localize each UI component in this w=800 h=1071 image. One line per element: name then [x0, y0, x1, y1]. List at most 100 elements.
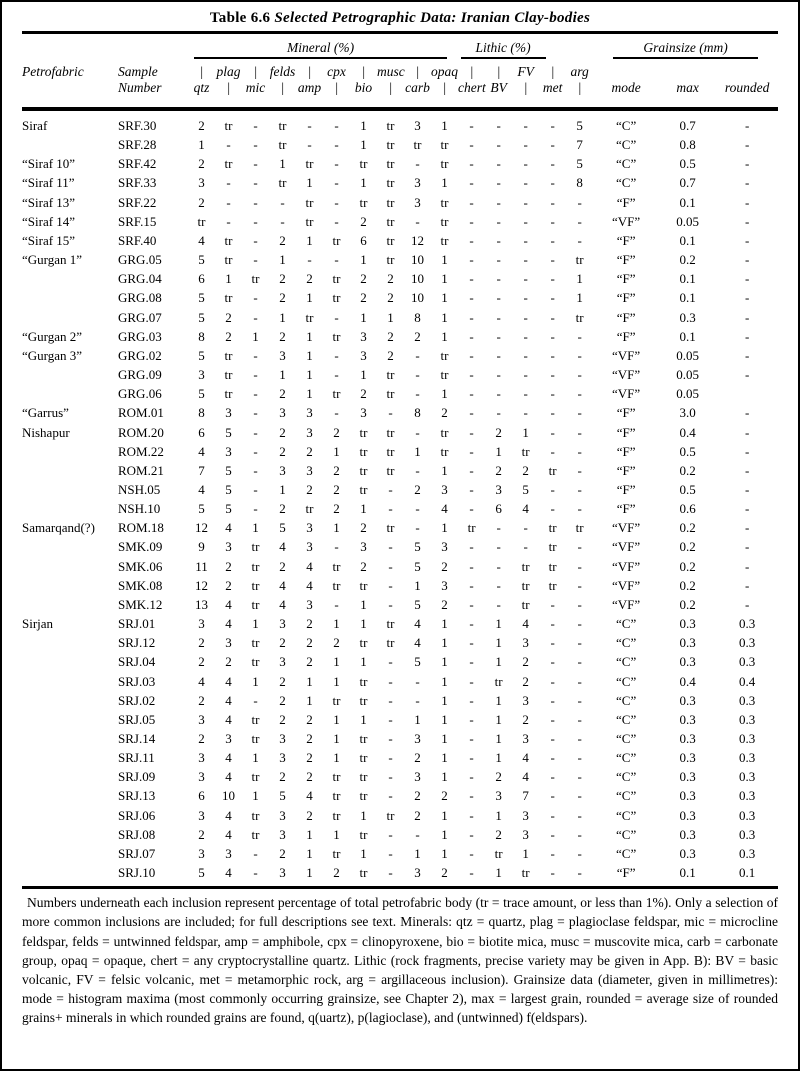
cell-cpx: - — [334, 347, 339, 363]
cell-carb: 2 — [414, 328, 421, 344]
cell-max: 0.3 — [679, 750, 696, 766]
cell-carb: - — [415, 501, 420, 517]
cell-rounded: - — [744, 596, 750, 612]
table-row: Nishapur ROM.20 6 5 - 2 3 2 tr tr - tr - 2 1 - - “F” 0.4 - — [22, 423, 778, 442]
cell-bio: 1 — [360, 252, 367, 268]
cell-qtz: 13 — [195, 596, 208, 612]
cell-amp: 2 — [306, 769, 313, 785]
cell-carb: 1 — [414, 577, 421, 593]
cell-max: 0.1 — [679, 271, 696, 287]
cell-met: - — [550, 367, 555, 383]
cell-qtz: 5 — [198, 290, 205, 306]
header-divider: | — [566, 80, 594, 111]
cell-chert: - — [469, 750, 474, 766]
cell-amp: 1 — [306, 692, 313, 708]
cell-arg: - — [577, 577, 582, 593]
header-col-cpx: cpx — [327, 64, 346, 79]
cell-sample: GRG.06 — [118, 386, 162, 402]
cell-chert: - — [469, 788, 474, 804]
cell-bio: 2 — [360, 558, 367, 574]
cell-BV: - — [496, 367, 501, 383]
cell-max: 0.2 — [679, 520, 696, 536]
cell-chert: - — [469, 616, 474, 632]
cell-sample: SRJ.03 — [118, 673, 156, 689]
cell-petrofabric: “Gurgan 3” — [22, 347, 83, 363]
cell-cpx: 1 — [333, 731, 340, 746]
cell-BV: 1 — [495, 807, 502, 823]
table-row: “Gurgan 1” GRG.05 5 tr - 1 - - 1 tr 10 1 - - - - tr “F” 0.… — [22, 250, 778, 269]
cell-cpx: 2 — [333, 481, 340, 497]
cell-arg: 7 — [576, 137, 583, 153]
cell-cpx: tr — [332, 788, 341, 804]
cell-felds: 2 — [279, 769, 286, 785]
cell-chert: - — [469, 635, 474, 651]
cell-mic: tr — [251, 807, 260, 823]
cell-carb: - — [415, 424, 420, 440]
cell-plag: 5 — [225, 481, 232, 497]
cell-carb: - — [415, 826, 420, 842]
cell-arg: - — [566, 863, 594, 890]
cell-max: 0.8 — [679, 137, 696, 153]
cell-musc: tr — [386, 520, 395, 536]
header-blank — [22, 80, 118, 111]
cell-chert: - — [469, 156, 474, 172]
cell-musc: - — [388, 405, 393, 421]
cell-felds: 1 — [279, 309, 286, 325]
cell-cpx: - — [334, 175, 339, 191]
cell-bio: 1 — [360, 118, 367, 133]
cell-met: - — [550, 654, 555, 670]
cell-cpx: tr — [332, 271, 341, 287]
cell-arg: - — [577, 845, 582, 861]
cell-qtz: 5 — [198, 309, 205, 325]
header-divider: | — [269, 80, 296, 111]
cell-petrofabric: “Garrus” — [22, 405, 69, 421]
header-rounded: rounded — [716, 80, 779, 111]
cell-sample: SRJ.12 — [118, 635, 156, 651]
cell-opaq: 1 — [441, 731, 448, 746]
cell-amp: tr — [305, 309, 314, 325]
cell-arg: - — [577, 826, 582, 842]
cell-bio: 3 — [360, 328, 367, 344]
cell-arg: - — [577, 616, 582, 632]
cell-sample: GRG.05 — [118, 252, 162, 268]
cell-cpx: - — [334, 309, 339, 325]
cell-cpx: 1 — [333, 711, 340, 727]
cell-mode: “F” — [616, 271, 636, 287]
cell-amp: 2 — [306, 271, 313, 287]
cell-chert: - — [469, 405, 474, 421]
cell-felds: tr — [278, 118, 287, 133]
cell-BV: tr — [494, 845, 503, 861]
cell-sample: SMK.09 — [118, 539, 163, 555]
cell-BV: - — [496, 558, 501, 574]
table-row: NSH.05 4 5 - 1 2 2 tr - 2 3 - 3 5 - - “F” 0.5 - — [22, 480, 778, 499]
cell-petrofabric: “Siraf 10” — [22, 156, 76, 172]
cell-amp: 2 — [306, 443, 313, 459]
cell-bio: tr — [359, 462, 368, 478]
cell-max: 0.3 — [679, 731, 696, 746]
cell-mic: 1 — [252, 616, 259, 632]
cell-felds: 2 — [279, 635, 286, 651]
cell-arg: - — [577, 750, 582, 766]
cell-max: 0.7 — [679, 118, 696, 133]
cell-plag: 2 — [225, 654, 232, 670]
cell-felds: 3 — [279, 405, 286, 421]
cell-plag: tr — [224, 347, 233, 363]
cell-BV: - — [496, 213, 501, 229]
cell-arg: - — [577, 213, 582, 229]
cell-cpx: - — [334, 405, 339, 421]
cell-petrofabric — [22, 748, 118, 767]
cell-BV: 1 — [485, 863, 513, 890]
cell-chert: - — [469, 577, 474, 593]
cell-max: 0.3 — [679, 654, 696, 670]
cell-arg: tr — [575, 309, 584, 325]
cell-plag: 2 — [225, 328, 232, 344]
cell-chert: tr — [467, 520, 476, 536]
cell-arg: - — [577, 328, 582, 344]
cell-FV: - — [523, 367, 528, 383]
cell-felds: 2 — [279, 692, 286, 708]
cell-arg: - — [577, 807, 582, 823]
cell-max: 0.7 — [679, 175, 696, 191]
cell-sample: SRF.28 — [118, 137, 157, 153]
cell-opaq: 1 — [441, 750, 448, 766]
cell-musc: tr — [386, 807, 395, 823]
